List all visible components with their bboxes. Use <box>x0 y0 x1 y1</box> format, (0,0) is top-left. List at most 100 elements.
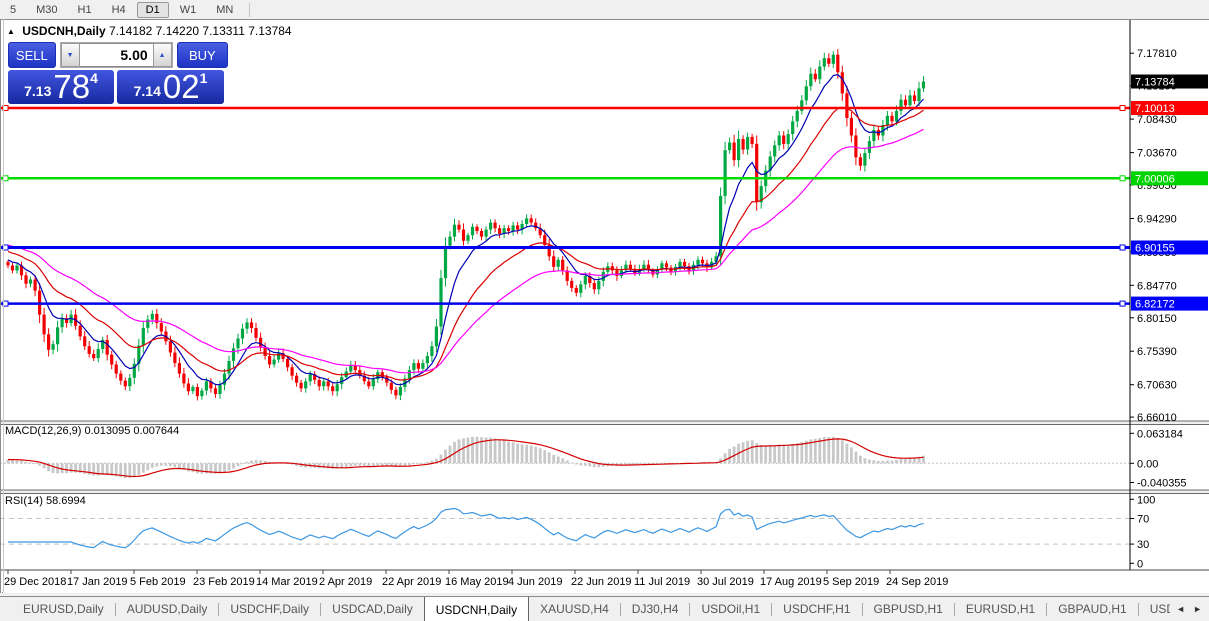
chart-background <box>0 19 1209 592</box>
tab-usdcad-daily[interactable]: USDCAD,Daily <box>332 602 413 616</box>
buy-price-fraction: 1 <box>199 70 208 86</box>
timeframe-button-h1[interactable]: H1 <box>77 3 92 16</box>
svg-text:0.00: 0.00 <box>1137 458 1158 470</box>
sell-button[interactable]: SELL <box>8 42 56 68</box>
svg-text:6.80150: 6.80150 <box>1137 313 1177 325</box>
tab-separator <box>218 602 220 616</box>
chart-title: ▲ USDCNH,Daily 7.14182 7.14220 7.13311 7… <box>7 24 292 38</box>
svg-text:0: 0 <box>1137 558 1143 570</box>
tab-xauusd-h4[interactable]: XAUUSD,H4 <box>540 602 609 616</box>
one-click-trading-widget: SELL ▼ 5.00 ▲ BUY 7.13 78 4 7.14 02 1 <box>8 42 228 104</box>
tab-separator <box>320 602 322 616</box>
time-axis[interactable]: 29 Dec 2018 17 Jan 2019 5 Feb 2019 23 Feb 2… <box>4 570 948 588</box>
macd-signal-line <box>7 438 924 478</box>
svg-text:22 Apr 2019: 22 Apr 2019 <box>382 576 441 588</box>
timeframe-button-h4[interactable]: H4 <box>111 3 126 16</box>
svg-text:7.17810: 7.17810 <box>1137 48 1177 60</box>
svg-text:7.08430: 7.08430 <box>1137 114 1177 126</box>
svg-text:11 Jul 2019: 11 Jul 2019 <box>634 576 690 588</box>
tab-scroll-arrows: ◄ ► <box>1170 597 1208 620</box>
svg-text:17 Aug 2019: 17 Aug 2019 <box>760 576 822 588</box>
sell-price-prefix: 7.13 <box>24 83 52 99</box>
tab-usdchf-h1[interactable]: USDCHF,H1 <box>783 602 851 616</box>
sell-price-fraction: 4 <box>90 70 98 86</box>
rsi-indicator-label: RSI(14) 58.6994 <box>5 495 86 507</box>
svg-text:14 Mar 2019: 14 Mar 2019 <box>256 576 318 588</box>
svg-text:100: 100 <box>1137 494 1155 506</box>
ma-medium-line <box>7 106 924 381</box>
panel-splitters[interactable] <box>0 420 1209 494</box>
macd-histogram <box>6 436 925 479</box>
tab-eurusd-daily[interactable]: EURUSD,Daily <box>23 602 104 616</box>
svg-text:7.00006: 7.00006 <box>1135 173 1175 185</box>
macd-indicator-label: MACD(12,26,9) 0.013095 0.007644 <box>5 425 180 437</box>
price-chart[interactable]: 7.178107.131907.084307.036706.990506.942… <box>0 0 1209 592</box>
svg-text:22 Jun 2019: 22 Jun 2019 <box>571 576 632 588</box>
svg-text:7.03670: 7.03670 <box>1137 148 1177 160</box>
tab-separator <box>771 602 773 616</box>
price-axis-badges: 7.13784 7.10013 7.00006 6.90155 6.82172 <box>1131 74 1208 311</box>
svg-text:30: 30 <box>1137 539 1149 551</box>
sell-price-panel[interactable]: 7.13 78 4 <box>8 70 114 104</box>
svg-text:24 Sep 2019: 24 Sep 2019 <box>886 576 948 588</box>
tab-separator <box>953 602 955 616</box>
horizontal-lines[interactable] <box>0 105 1130 307</box>
svg-text:7.10013: 7.10013 <box>1135 103 1175 115</box>
svg-text:6.70630: 6.70630 <box>1137 380 1177 392</box>
timeframe-toolbar: 5 M30 H1 H4 D1 W1 MN <box>0 0 1209 20</box>
volume-spinner: ▼ 5.00 ▲ <box>59 42 173 68</box>
tab-gbpusd-h1[interactable]: GBPUSD,H1 <box>873 602 943 616</box>
buy-button[interactable]: BUY <box>176 42 228 68</box>
hline-handle-right[interactable] <box>1119 244 1126 251</box>
svg-text:70: 70 <box>1137 514 1149 526</box>
tab-separator <box>689 602 691 616</box>
hline-handle-right[interactable] <box>1119 105 1126 111</box>
tab-usdoil-h1[interactable]: USDOil,H1 <box>701 602 761 616</box>
sell-price-pips: 78 <box>53 68 91 105</box>
tab-separator <box>1046 602 1048 616</box>
svg-text:6.82172: 6.82172 <box>1135 299 1175 311</box>
ma-fast-line <box>7 74 924 386</box>
volume-input[interactable]: 5.00 <box>79 43 153 67</box>
tab-eurusd-h1[interactable]: EURUSD,H1 <box>965 602 1036 616</box>
svg-text:5 Feb 2019: 5 Feb 2019 <box>130 576 186 588</box>
svg-text:29 Dec 2018: 29 Dec 2018 <box>4 576 66 588</box>
hline-handle-right[interactable] <box>1119 300 1126 307</box>
toolbar-separator <box>249 2 251 17</box>
timeframe-button-5[interactable]: 5 <box>10 3 17 16</box>
tab-scroll-left-button[interactable]: ◄ <box>1176 603 1186 614</box>
tab-gbpaud-h1[interactable]: GBPAUD,H1 <box>1058 602 1127 616</box>
tab-separator <box>619 602 621 616</box>
tab-separator <box>861 602 863 616</box>
svg-text:4 Jun 2019: 4 Jun 2019 <box>508 576 562 588</box>
svg-text:30 Jul 2019: 30 Jul 2019 <box>697 576 754 588</box>
svg-text:7.13784: 7.13784 <box>1135 77 1175 89</box>
svg-text:6.66010: 6.66010 <box>1137 412 1177 424</box>
hline-handle-right[interactable] <box>1119 175 1126 182</box>
svg-text:6.75390: 6.75390 <box>1137 346 1177 358</box>
chart-tab-bar: EURUSD,Daily AUDUSD,Daily USDCHF,Daily USDC… <box>0 596 1209 621</box>
timeframe-button-w1[interactable]: W1 <box>179 3 197 16</box>
svg-text:2 Apr 2019: 2 Apr 2019 <box>319 576 372 588</box>
tab-usdcnh-daily[interactable]: USDCNH,Daily <box>423 597 530 621</box>
svg-text:23 Feb 2019: 23 Feb 2019 <box>193 576 255 588</box>
timeframe-button-m30[interactable]: M30 <box>36 3 58 16</box>
svg-text:5 Sep 2019: 5 Sep 2019 <box>823 576 879 588</box>
rsi-line <box>8 507 924 549</box>
timeframe-button-mn[interactable]: MN <box>216 3 234 16</box>
ma-slow-line <box>7 128 924 374</box>
tab-separator <box>1137 602 1139 616</box>
volume-increase-button[interactable]: ▲ <box>152 43 172 67</box>
collapse-triangle-icon[interactable]: ▲ <box>7 27 15 36</box>
timeframe-button-d1[interactable]: D1 <box>136 1 169 18</box>
chart-ohlc-values: 7.14182 7.14220 7.13311 7.13784 <box>108 24 292 38</box>
tab-scroll-right-button[interactable]: ► <box>1193 603 1202 614</box>
buy-price-panel[interactable]: 7.14 02 1 <box>117 70 224 104</box>
svg-text:16 May 2019: 16 May 2019 <box>445 576 509 588</box>
tab-usdchf-daily[interactable]: USDCHF,Daily <box>230 602 310 616</box>
svg-text:6.94290: 6.94290 <box>1137 214 1177 226</box>
tab-dj30-h4[interactable]: DJ30,H4 <box>631 602 679 616</box>
tab-audusd-daily[interactable]: AUDUSD,Daily <box>126 602 208 616</box>
volume-decrease-button[interactable]: ▼ <box>60 43 80 67</box>
